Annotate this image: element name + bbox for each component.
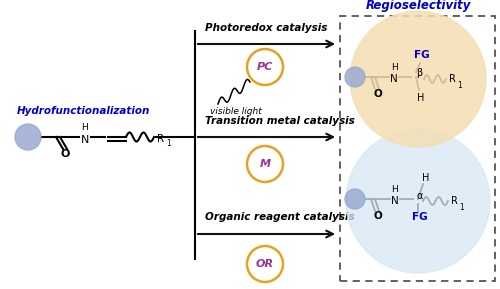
Text: N: N <box>390 74 398 84</box>
Circle shape <box>345 189 365 209</box>
Bar <box>340 16 495 281</box>
Text: Transition metal catalysis: Transition metal catalysis <box>205 116 355 126</box>
Text: N: N <box>81 135 89 145</box>
Text: O: O <box>374 211 382 221</box>
Text: OR: OR <box>256 259 274 269</box>
Circle shape <box>350 11 486 147</box>
Text: PC: PC <box>257 62 273 72</box>
Text: Photoredox catalysis: Photoredox catalysis <box>205 23 328 33</box>
Text: O: O <box>60 149 70 159</box>
Text: H: H <box>390 62 398 71</box>
Text: α: α <box>417 191 423 201</box>
Text: H: H <box>82 123 88 132</box>
Text: Hydrofunctionalization: Hydrofunctionalization <box>16 106 150 116</box>
Circle shape <box>247 49 283 85</box>
Circle shape <box>346 129 490 273</box>
Circle shape <box>15 124 41 150</box>
Text: Organic reagent catalysis: Organic reagent catalysis <box>205 212 354 222</box>
Text: R: R <box>449 74 456 84</box>
Text: N: N <box>391 196 399 206</box>
Text: 1: 1 <box>459 203 464 212</box>
Text: R: R <box>451 196 458 206</box>
Text: visible light: visible light <box>210 107 262 116</box>
Text: H: H <box>418 93 424 103</box>
Text: 1: 1 <box>166 140 171 149</box>
Text: H: H <box>392 184 398 194</box>
Circle shape <box>247 146 283 182</box>
Text: FG: FG <box>414 50 430 60</box>
Circle shape <box>247 246 283 282</box>
Text: O: O <box>374 89 382 99</box>
Text: β: β <box>416 68 422 78</box>
Text: 1: 1 <box>457 81 462 90</box>
Text: H: H <box>422 173 430 183</box>
Text: Regioselectivity: Regioselectivity <box>366 0 470 12</box>
Text: FG: FG <box>412 212 428 222</box>
Text: R: R <box>157 134 164 144</box>
Circle shape <box>345 67 365 87</box>
Text: M: M <box>260 159 270 169</box>
